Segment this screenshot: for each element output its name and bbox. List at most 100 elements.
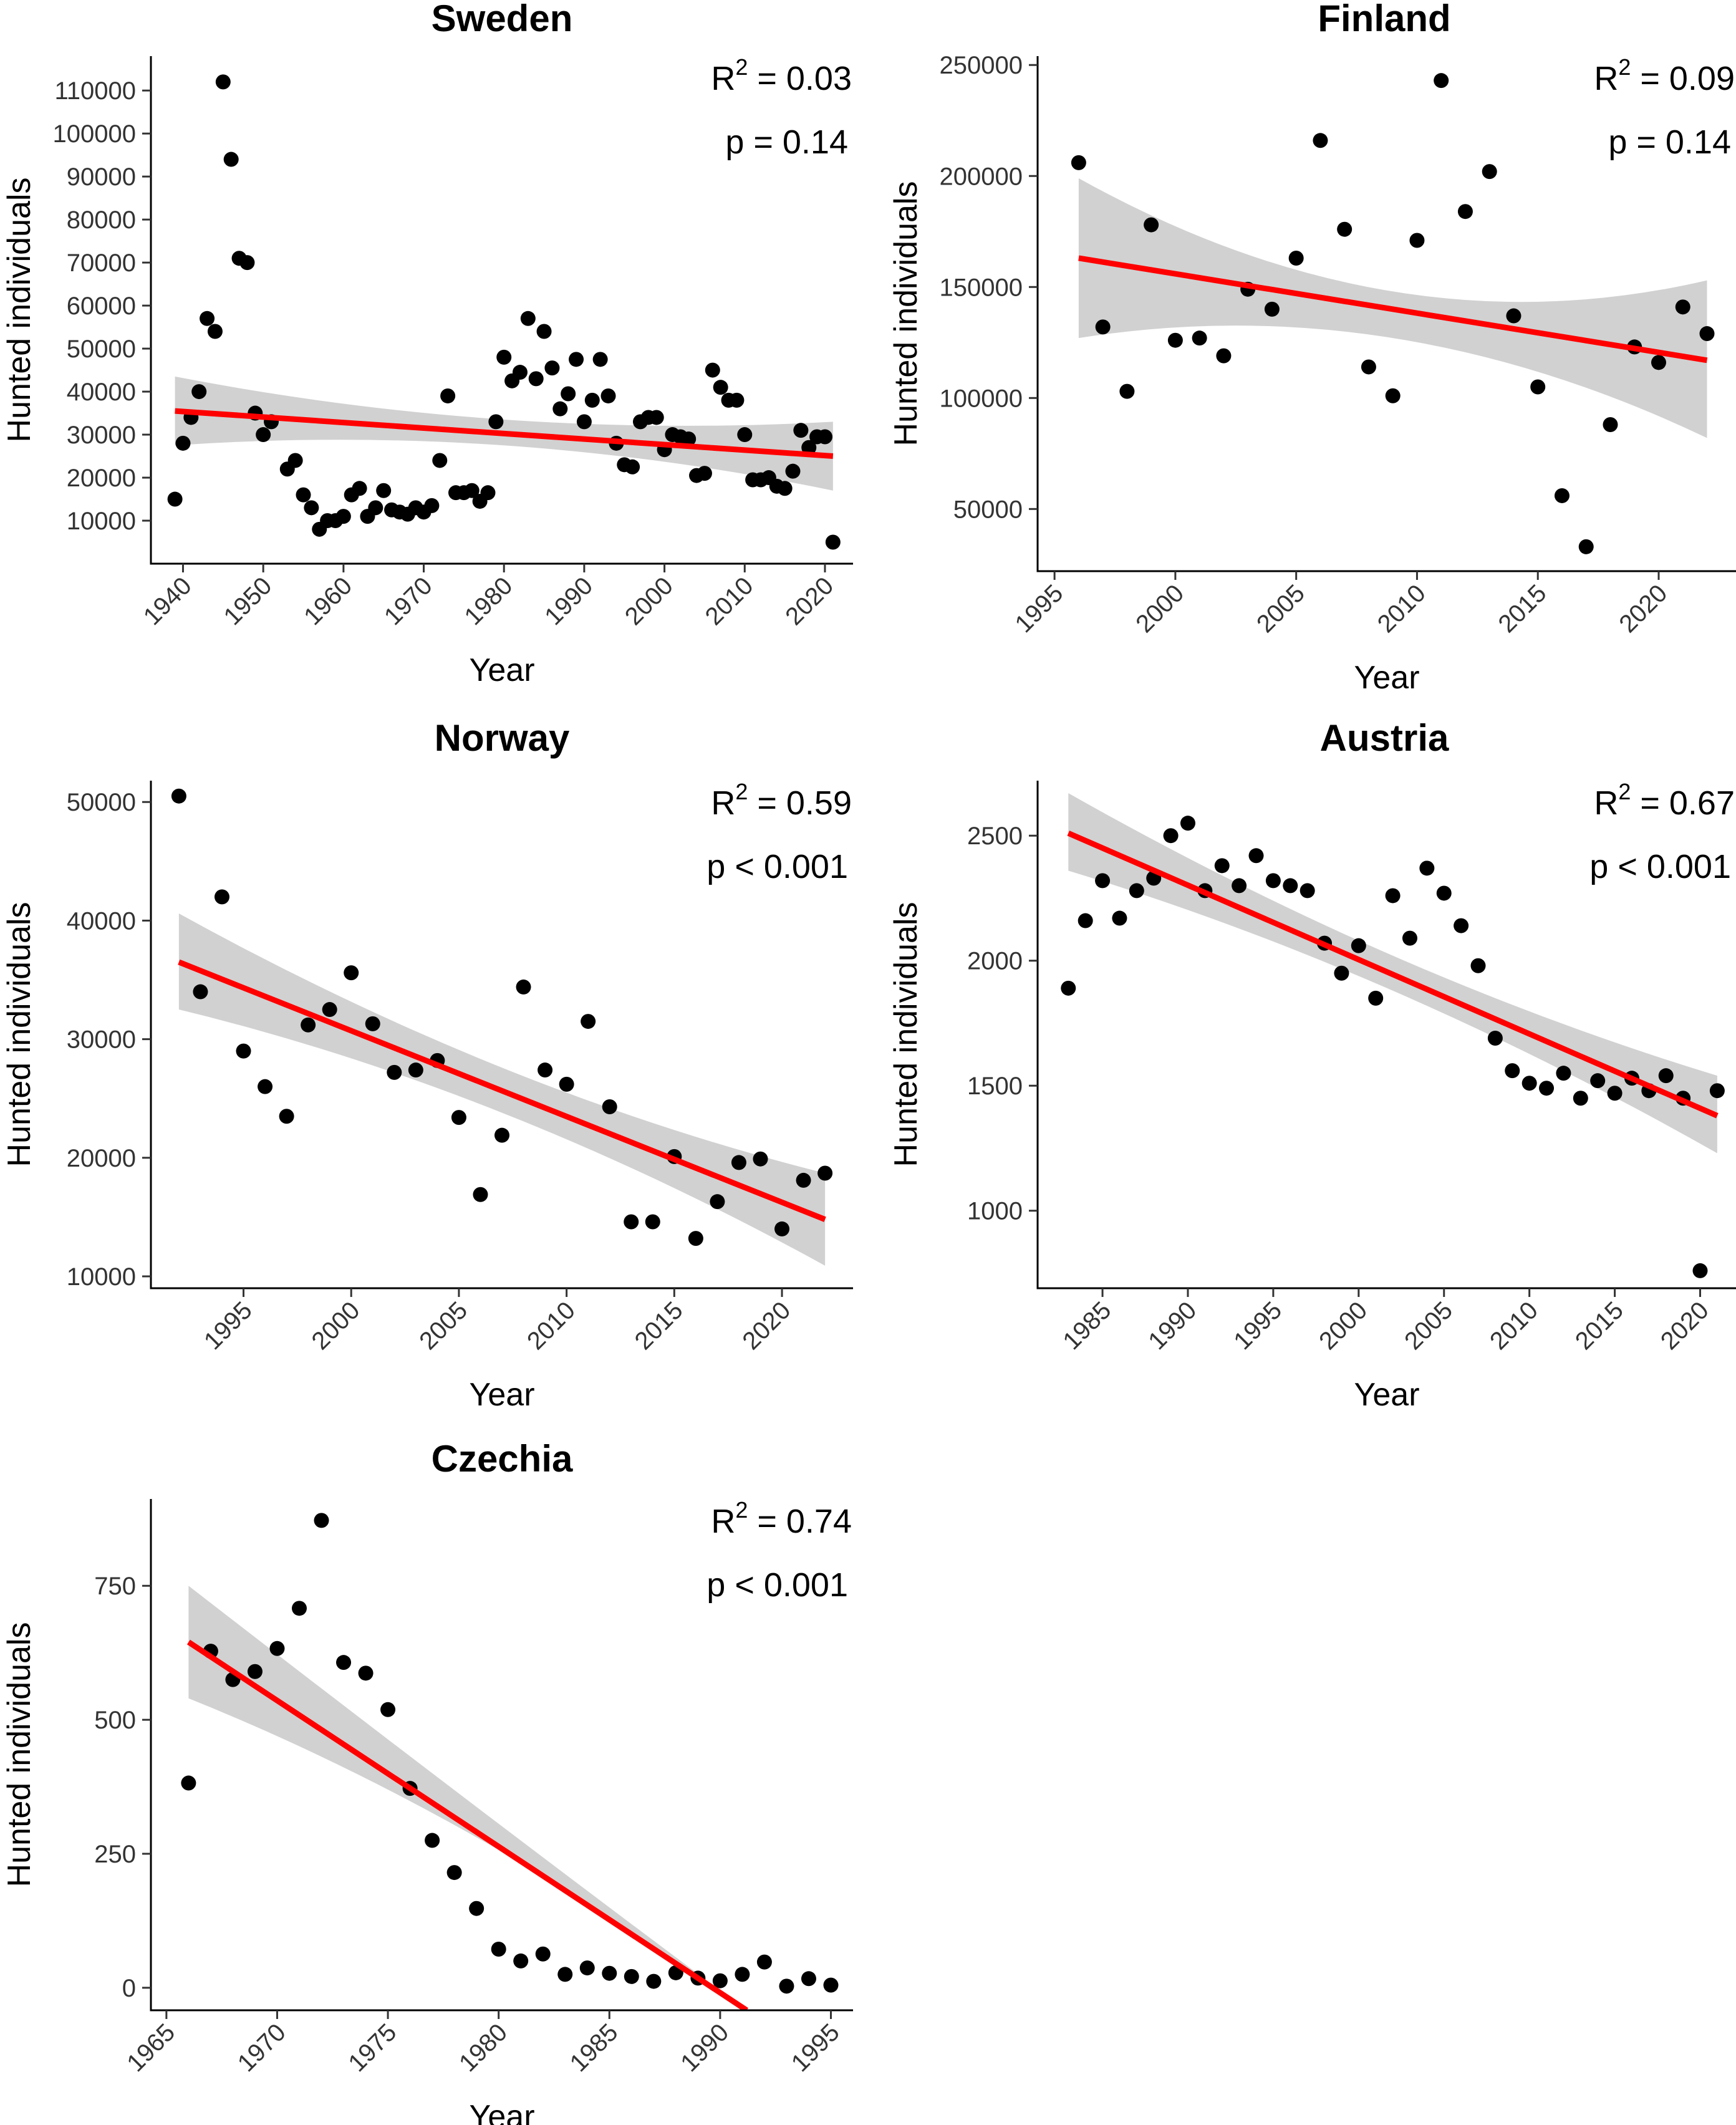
- data-point: [1167, 332, 1183, 348]
- r-squared-label: R2 = 0.09: [1594, 54, 1735, 97]
- data-point: [1419, 860, 1435, 876]
- data-point: [729, 392, 745, 408]
- data-point: [584, 392, 600, 408]
- data-point: [600, 388, 616, 403]
- chart-title: Norway: [435, 717, 570, 759]
- p-value-label: p = 0.14: [725, 123, 848, 161]
- trend-line: [186, 1639, 748, 2010]
- data-point: [1434, 73, 1449, 89]
- x-tick-label: 1975: [343, 2018, 402, 2077]
- data-point: [1505, 1063, 1520, 1079]
- data-point: [1385, 888, 1401, 903]
- data-point: [193, 984, 208, 1000]
- data-point: [1470, 958, 1486, 973]
- x-tick-label: 1950: [218, 572, 277, 630]
- data-point: [1521, 1076, 1537, 1091]
- data-point: [223, 152, 239, 167]
- x-tick-label: 1940: [138, 572, 197, 630]
- x-tick-label: 2005: [414, 1296, 473, 1355]
- y-tick-label: 2000: [967, 948, 1023, 975]
- data-point: [304, 500, 319, 516]
- y-tick-label: 250000: [940, 52, 1023, 79]
- y-tick-label: 50000: [953, 496, 1023, 523]
- data-point: [753, 1151, 768, 1167]
- data-point: [464, 483, 480, 498]
- data-point: [569, 352, 584, 367]
- data-point: [451, 1110, 466, 1125]
- data-point: [494, 1127, 509, 1143]
- data-point: [1214, 858, 1230, 874]
- x-tick-label: 2010: [700, 572, 759, 630]
- data-point: [287, 453, 303, 468]
- data-point: [488, 414, 504, 430]
- data-point: [215, 74, 231, 90]
- data-point: [779, 1978, 794, 1994]
- y-tick-label: 10000: [67, 1263, 136, 1291]
- data-point: [579, 1960, 595, 1976]
- data-point: [737, 427, 753, 443]
- data-point: [358, 1665, 374, 1681]
- x-axis-label: Year: [469, 1377, 534, 1413]
- data-point: [496, 349, 512, 365]
- chart-title: Czechia: [432, 1438, 573, 1480]
- data-point: [175, 435, 191, 451]
- x-tick-label: 1995: [786, 2018, 845, 2077]
- y-tick-label: 150000: [940, 274, 1023, 301]
- x-tick-label: 1970: [233, 2018, 291, 2077]
- data-point: [697, 466, 712, 481]
- x-tick-label: 2020: [1656, 1296, 1714, 1355]
- x-tick-label: 2010: [522, 1296, 581, 1355]
- y-axis-label: Hunted individuals: [1, 1622, 37, 1887]
- data-point: [688, 1231, 703, 1246]
- y-axis-label: Hunted individuals: [888, 181, 924, 446]
- data-point: [473, 1187, 488, 1202]
- y-tick-label: 250: [94, 1841, 136, 1868]
- x-tick-label: 2000: [1131, 579, 1189, 638]
- x-axis-label: Year: [1354, 660, 1419, 696]
- data-point: [624, 1214, 639, 1230]
- trend-line: [1067, 831, 1719, 1119]
- data-point: [774, 1221, 790, 1236]
- panel-austria: 1000 1500 2000 2500 1985 1990 1995 2000 2005 2010…: [888, 717, 1736, 1413]
- x-tick-label: 2005: [1251, 579, 1310, 638]
- y-tick-label: 30000: [67, 1026, 136, 1054]
- p-value-label: p < 0.001: [1589, 848, 1731, 885]
- x-axis-label: Year: [469, 652, 534, 688]
- y-axis-label: Hunted individuals: [1, 902, 37, 1167]
- data-point: [793, 423, 809, 438]
- x-tick-label: 2010: [1485, 1296, 1543, 1355]
- data-point: [408, 1062, 423, 1078]
- data-point: [512, 365, 528, 380]
- data-point: [801, 1971, 816, 1987]
- y-tick-label: 30000: [67, 422, 136, 449]
- trend-line: [1078, 255, 1708, 364]
- data-point: [1578, 539, 1594, 554]
- data-point: [335, 509, 351, 524]
- x-axis-label: Year: [469, 2099, 534, 2125]
- x-tick-label: 1990: [539, 572, 598, 630]
- x-axis-label: Year: [1354, 1377, 1419, 1413]
- x-tick-label: 1990: [675, 2018, 734, 2077]
- chart-title: Austria: [1320, 717, 1449, 759]
- x-tick-label: 1985: [1058, 1296, 1116, 1355]
- x-tick-label: 1995: [199, 1296, 258, 1355]
- data-point: [336, 1655, 352, 1670]
- data-point: [301, 1017, 316, 1033]
- data-point: [817, 1165, 833, 1181]
- y-tick-label: 50000: [67, 789, 136, 816]
- data-point: [200, 311, 215, 326]
- x-tick-label: 1970: [379, 572, 438, 630]
- y-tick-label: 70000: [67, 249, 136, 277]
- data-point: [1556, 1066, 1571, 1081]
- y-tick-label: 0: [122, 1975, 136, 2002]
- panel-norway: 10000 20000 30000 40000 50000 1995 2000 2005 201…: [1, 717, 853, 1413]
- data-point: [256, 427, 271, 443]
- data-point: [1368, 990, 1384, 1006]
- data-point: [796, 1172, 811, 1188]
- data-point: [1283, 878, 1298, 894]
- trend-line: [175, 408, 834, 460]
- y-tick-label: 60000: [67, 292, 136, 320]
- data-point: [1163, 828, 1179, 844]
- data-point: [801, 440, 817, 455]
- y-tick-label: 50000: [67, 335, 136, 363]
